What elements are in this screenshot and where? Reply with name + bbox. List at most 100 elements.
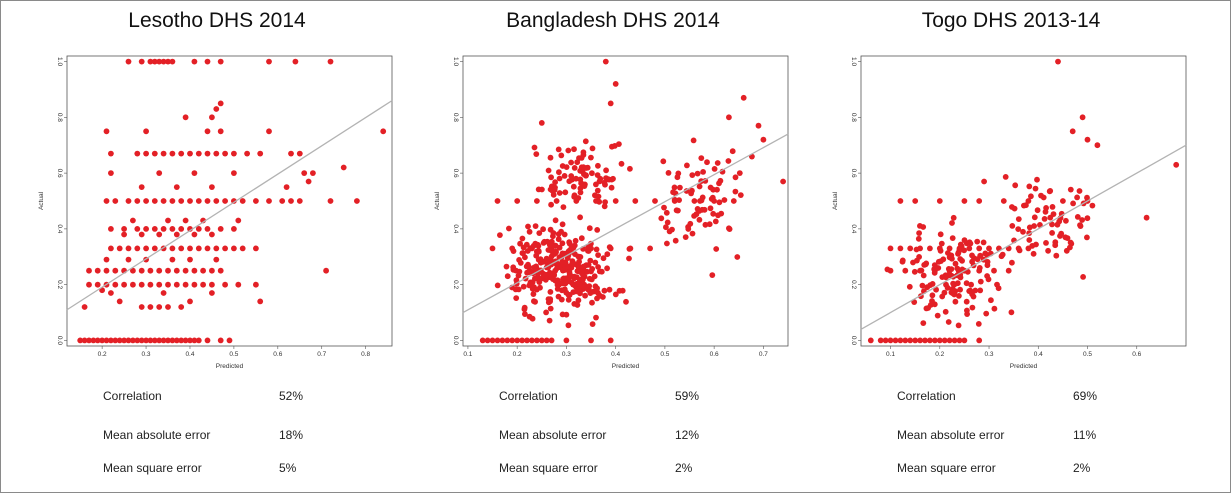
x-tick-label: 0.7 [317, 351, 326, 358]
data-point [138, 337, 145, 344]
data-point [182, 217, 189, 224]
data-point [1041, 216, 1048, 222]
data-point [1057, 233, 1063, 239]
data-point [974, 256, 981, 263]
data-point [523, 241, 530, 248]
data-point [534, 198, 540, 204]
x-tick-label: 0.6 [710, 351, 719, 358]
y-tick-label: 1.0 [452, 57, 459, 66]
y-tick-label: 0.2 [452, 280, 459, 289]
data-point [548, 337, 555, 344]
data-point [547, 154, 554, 161]
data-point [671, 196, 678, 203]
data-point [1049, 221, 1055, 228]
data-point [571, 301, 578, 307]
data-point [209, 114, 215, 121]
data-point [710, 186, 717, 193]
data-point [160, 150, 167, 157]
data-point [226, 337, 233, 344]
data-point [169, 150, 176, 157]
data-point [949, 287, 956, 293]
data-point [497, 232, 503, 239]
x-axis-label: Predicted [216, 363, 244, 370]
stat-name: Mean square error [897, 461, 996, 475]
data-point [178, 198, 185, 204]
data-point [549, 187, 556, 194]
data-point [165, 217, 171, 224]
data-point [555, 146, 562, 153]
data-point [550, 276, 556, 282]
plot-frame [66, 55, 393, 347]
x-tick-label: 0.1 [463, 351, 472, 358]
data-point [182, 281, 189, 288]
data-point [524, 269, 530, 276]
data-point [590, 288, 597, 295]
data-point [730, 198, 737, 204]
data-point [945, 250, 951, 256]
plot-frame [462, 55, 789, 347]
data-point [664, 219, 671, 226]
data-point [169, 198, 176, 204]
data-point [187, 298, 193, 305]
data-point [966, 288, 973, 294]
data-point [577, 176, 584, 183]
data-point [561, 266, 568, 272]
data-point [489, 337, 496, 344]
data-point [685, 226, 692, 232]
data-point [169, 58, 176, 65]
data-point [1015, 216, 1022, 223]
data-point [116, 245, 123, 252]
data-point [130, 217, 136, 224]
data-point [602, 199, 608, 206]
data-point [545, 167, 552, 174]
data-point [732, 188, 739, 195]
data-point [380, 128, 387, 135]
data-point [565, 322, 572, 329]
data-point [585, 248, 592, 254]
data-point [1046, 188, 1053, 195]
data-point [702, 221, 709, 228]
data-point [571, 192, 578, 199]
data-point [699, 194, 706, 201]
data-point [288, 150, 294, 157]
data-point [156, 267, 163, 274]
data-point [729, 148, 736, 155]
data-point [562, 260, 569, 266]
data-point [1026, 183, 1033, 190]
data-point [94, 281, 101, 288]
data-point [519, 235, 526, 242]
data-point [661, 204, 667, 211]
data-point [951, 337, 958, 344]
data-point [919, 282, 926, 289]
data-point [138, 281, 145, 288]
data-point [195, 245, 202, 252]
data-point [204, 150, 211, 157]
data-point [1062, 234, 1069, 241]
data-point [560, 204, 567, 211]
data-point [892, 337, 899, 344]
data-point [130, 337, 136, 344]
data-point [1026, 237, 1033, 243]
data-point [1034, 207, 1041, 214]
x-tick-label: 0.2 [935, 351, 944, 358]
data-point [217, 100, 224, 107]
data-point [995, 285, 1002, 292]
data-point [1043, 205, 1049, 211]
data-point [257, 298, 264, 305]
data-point [1034, 176, 1040, 183]
data-point [108, 290, 114, 296]
data-point [169, 245, 176, 252]
data-point [1009, 259, 1015, 266]
data-point [931, 262, 938, 268]
data-point [509, 337, 516, 344]
data-point [173, 337, 180, 344]
data-point [546, 317, 553, 324]
data-point [548, 174, 554, 181]
scatter-plot-bangladesh: 0.1 0.2 0.3 0.4 0.5 0.6 0.7 0.0 0.2 0.4 0.6 0.8 1.0 P… [434, 55, 789, 370]
data-point [532, 223, 539, 230]
data-point [538, 337, 545, 344]
data-point [663, 209, 670, 216]
data-point [1143, 214, 1150, 221]
data-point [907, 245, 914, 252]
data-point [531, 144, 538, 151]
